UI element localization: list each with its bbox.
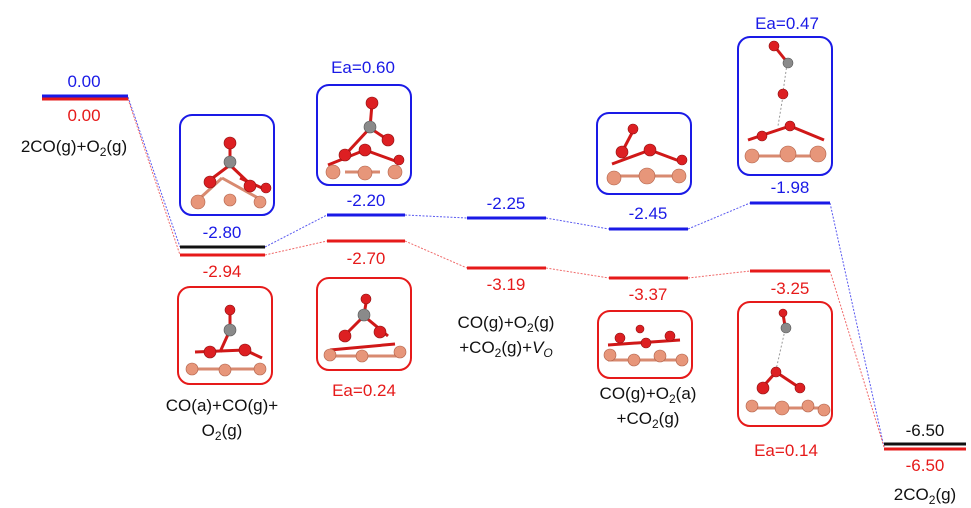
label-co-adsorbed-line1: CO(a)+CO(g)+ — [166, 396, 278, 415]
value-co-adsorbed-black: -2.80 — [203, 223, 242, 242]
label-o2-adsorbed-line1: CO(g)+O2(a) — [600, 384, 697, 406]
red-pathway-connectors — [127, 98, 885, 448]
structure-red-ts1 — [316, 277, 412, 371]
ea-ts2-blue: Ea=0.47 — [755, 14, 819, 33]
value-ts2-red: -3.25 — [771, 279, 810, 298]
blue-pathway-connectors — [127, 96, 885, 448]
energy-values: 0.00 0.00 -2.80 -2.94 -2.20 -2.70 -2.25 … — [67, 72, 944, 475]
value-initial-blue: 0.00 — [67, 72, 100, 91]
value-vacancy-red: -3.19 — [487, 275, 526, 294]
value-final-black: -6.50 — [906, 421, 945, 440]
label-o2-adsorbed-line2: +CO2(g) — [617, 409, 680, 431]
activation-energies: Ea=0.60 Ea=0.24 Ea=0.47 Ea=0.14 — [331, 14, 819, 460]
value-vacancy-blue: -2.25 — [487, 194, 526, 213]
structure-red-co-adsorbed — [177, 286, 273, 385]
value-initial-red: 0.00 — [67, 106, 100, 125]
structure-blue-ts1 — [316, 84, 412, 186]
label-initial: 2CO(g)+O2(g) — [21, 137, 127, 159]
ea-ts1-blue: Ea=0.60 — [331, 58, 395, 77]
structure-blue-ts2 — [737, 36, 833, 176]
value-co-adsorbed-red: -2.94 — [203, 262, 242, 281]
label-vacancy-line2: +CO2(g)+VO — [459, 338, 553, 360]
value-ts1-blue: -2.20 — [347, 191, 386, 210]
label-vacancy-line1: CO(g)+O2(g) — [458, 313, 555, 335]
value-ts1-red: -2.70 — [347, 249, 386, 268]
label-co-adsorbed-line2: O2(g) — [202, 421, 243, 443]
structure-blue-o2-adsorbed — [596, 112, 692, 195]
structure-red-o2-adsorbed — [597, 310, 693, 379]
structure-blue-co-adsorbed — [179, 114, 275, 216]
label-final: 2CO2(g) — [894, 485, 956, 507]
ea-ts1-red: Ea=0.24 — [332, 381, 396, 400]
state-labels: 2CO(g)+O2(g) CO(a)+CO(g)+ O2(g) CO(g)+O2… — [21, 137, 956, 507]
value-o2-adsorbed-blue: -2.45 — [629, 204, 668, 223]
value-ts2-blue: -1.98 — [771, 178, 810, 197]
value-final-red: -6.50 — [906, 456, 945, 475]
energy-levels — [42, 94, 966, 451]
value-o2-adsorbed-red: -3.37 — [629, 285, 668, 304]
structure-red-ts2 — [737, 301, 833, 427]
ea-ts2-red: Ea=0.14 — [754, 441, 818, 460]
